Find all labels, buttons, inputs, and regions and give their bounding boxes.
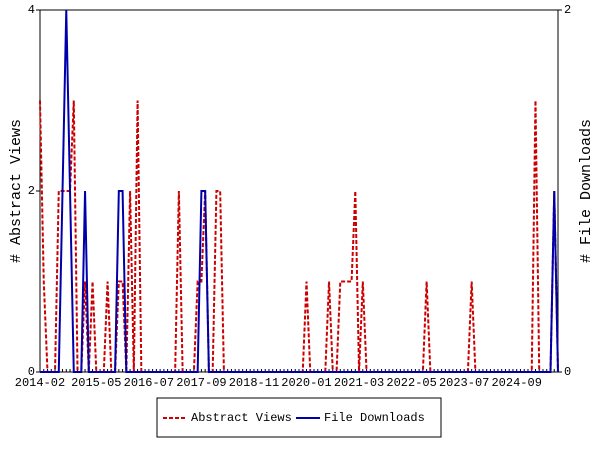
y-tick-label: 0	[28, 365, 35, 379]
x-tick-label: 2023-07	[439, 376, 489, 390]
legend-label: File Downloads	[324, 411, 425, 425]
series-line	[40, 9, 559, 373]
y-tick-label: 2	[28, 184, 35, 198]
y2-tick-label: 0	[564, 365, 571, 379]
x-tick-label: 2022-05	[386, 376, 436, 390]
x-tick-label: 2018-11	[229, 376, 279, 390]
legend-box	[156, 397, 442, 438]
x-tick-label: 2024-09	[491, 376, 541, 390]
x-tick-label: 2014-02	[15, 376, 65, 390]
x-tick-label: 2017-09	[176, 376, 226, 390]
x-tick-label: 2020-01	[281, 376, 331, 390]
y2-axis-label: # File Downloads	[578, 119, 595, 263]
y2-tick-label: 2	[564, 3, 571, 17]
x-tick-label: 2015-05	[71, 376, 121, 390]
y-tick-label: 4	[28, 3, 35, 17]
x-tick-label: 2021-03	[334, 376, 384, 390]
x-tick-label: 2016-07	[124, 376, 174, 390]
y-axis-label: # Abstract Views	[8, 119, 25, 263]
legend-label: Abstract Views	[191, 411, 292, 425]
